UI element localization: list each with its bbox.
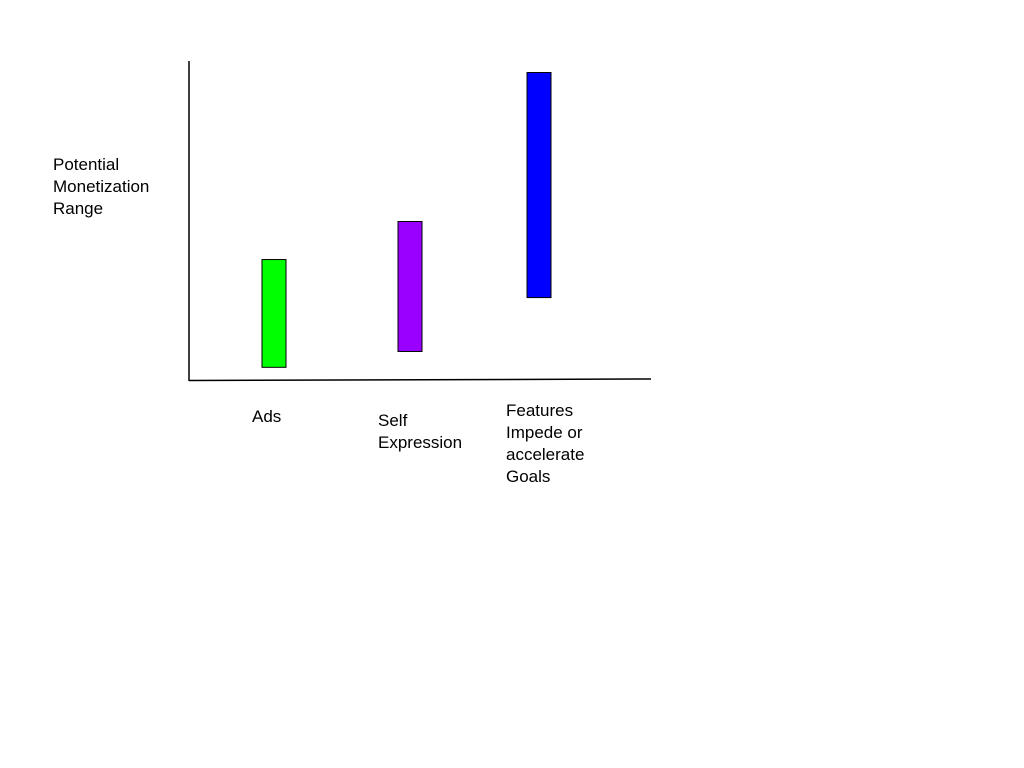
category-label-ads: Ads [252, 407, 282, 426]
range-bar-self-expression [397, 221, 423, 352]
y-axis-label: Potential Monetization Range [53, 155, 150, 218]
range-bar-features [526, 72, 552, 299]
category-label-features: Features Impede or accelerate Goals [506, 401, 585, 486]
x-axis [188, 378, 652, 382]
range-bar-ads [261, 259, 287, 368]
category-label-self-expression: Self Expression [378, 411, 463, 452]
